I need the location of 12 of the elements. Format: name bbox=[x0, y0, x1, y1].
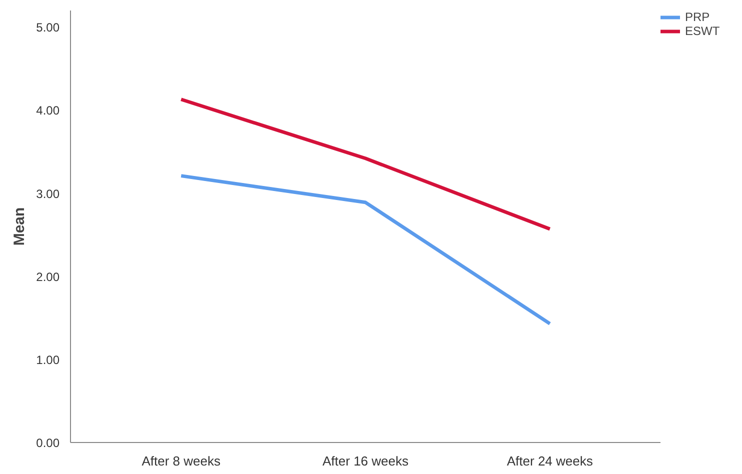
y-axis-title: Mean bbox=[11, 207, 28, 246]
y-tick-label: 4.00 bbox=[36, 104, 60, 118]
y-tick-label: 2.00 bbox=[36, 270, 60, 284]
legend-label: ESWT bbox=[685, 24, 720, 38]
x-tick-label: After 8 weeks bbox=[142, 454, 222, 468]
y-tick-label: 1.00 bbox=[36, 352, 60, 367]
y-tick-label: 5.00 bbox=[36, 20, 60, 35]
x-tick-label: After 24 weeks bbox=[506, 454, 594, 468]
y-tick-label: 0.00 bbox=[36, 436, 60, 450]
x-tick-label: After 16 weeks bbox=[322, 454, 409, 468]
y-tick-label: 3.00 bbox=[36, 186, 60, 201]
legend-label: PRP bbox=[685, 10, 710, 24]
